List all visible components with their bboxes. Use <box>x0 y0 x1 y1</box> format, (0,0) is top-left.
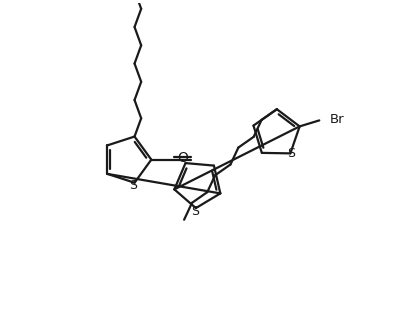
Text: S: S <box>191 205 199 218</box>
Text: O: O <box>177 151 188 165</box>
Text: Br: Br <box>330 113 345 126</box>
Text: S: S <box>287 147 295 160</box>
Text: S: S <box>129 179 137 192</box>
